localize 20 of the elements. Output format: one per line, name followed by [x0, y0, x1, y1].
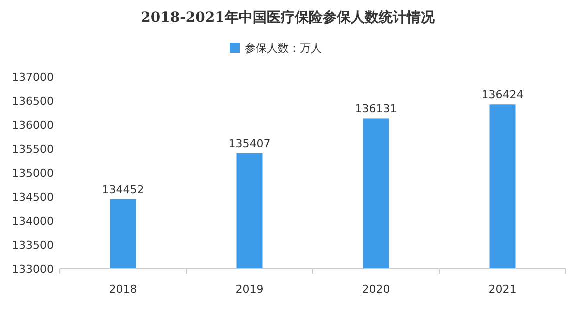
data-label: 134452: [102, 183, 144, 196]
参保人数：万人: 134452 135407 136131 136424: [102, 88, 524, 269]
x-tick-label: 2021: [488, 283, 517, 296]
y-tick-label: 137000: [12, 71, 54, 84]
y-tick-label: 136500: [12, 95, 54, 108]
y-tick-label: 134500: [12, 191, 54, 204]
chart-title: 2018-2021年中国医疗保险参保人数统计情况: [141, 9, 436, 26]
y-tick-label: 135500: [12, 143, 54, 156]
x-tick-label: 2018: [109, 283, 138, 296]
y-tick-label: 133000: [12, 263, 54, 276]
data-label: 136131: [355, 102, 398, 116]
x-tick-label: 2019: [236, 283, 264, 296]
data-label: 135407: [228, 137, 271, 150]
y-tick-label: 133500: [12, 239, 54, 252]
legend-label: 参保人数：万人: [245, 42, 322, 55]
x-tick-label: 2020: [362, 283, 390, 296]
y-tick-label: 134000: [12, 215, 54, 228]
y-tick-label: 136000: [12, 119, 54, 132]
y-tick-label: 135000: [12, 167, 54, 180]
data-label: 136424: [482, 88, 524, 102]
